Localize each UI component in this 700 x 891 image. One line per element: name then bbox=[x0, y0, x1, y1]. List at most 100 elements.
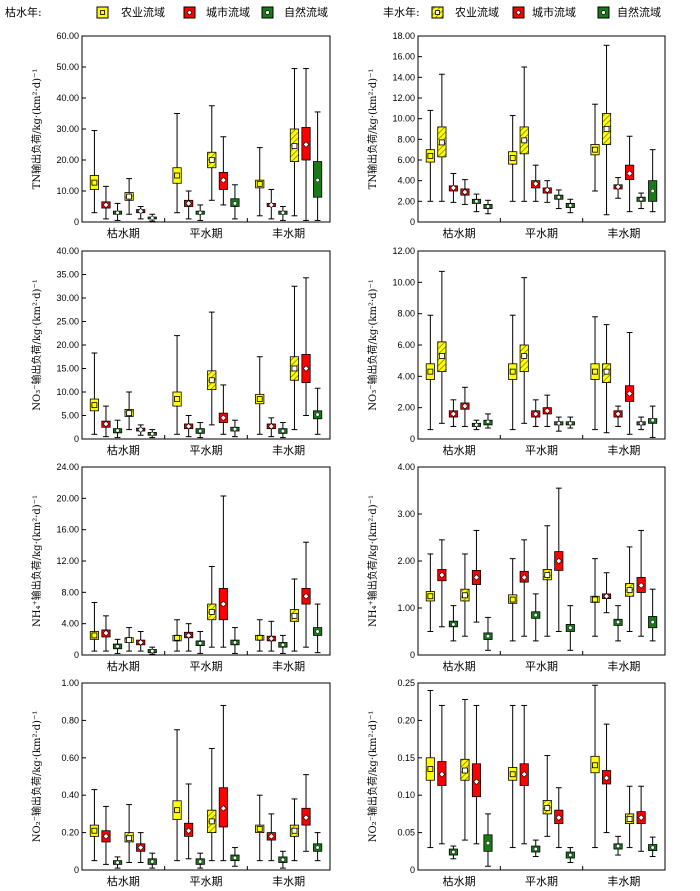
box-平水期-城市流域 bbox=[184, 783, 194, 860]
y-tick-label: 10.00 bbox=[56, 186, 79, 196]
box-丰水期-自然流域 bbox=[278, 206, 288, 221]
box-丰水期-城市流域 bbox=[301, 774, 311, 852]
box-枯水期-城市流域 bbox=[471, 704, 482, 845]
box-平水期-城市流域 bbox=[531, 399, 541, 427]
mean-marker bbox=[150, 859, 155, 864]
y-tick-label: 0 bbox=[410, 865, 415, 875]
mean-marker bbox=[485, 634, 491, 639]
panel-dry-NO2: 0 0.20 0.40 0.60 0.80 1.00 NO₂⁻输出负荷/kg·(km²·d)… bbox=[30, 678, 331, 888]
box-枯水期-农业流域 bbox=[124, 627, 134, 652]
mean-marker bbox=[532, 410, 539, 418]
y-tick-label: 0.10 bbox=[397, 790, 415, 800]
plot-frame bbox=[81, 250, 331, 440]
y-axis-label: NH₄⁺输出负荷/kg·(km²·d)⁻¹ bbox=[30, 495, 43, 627]
y-axis-label: NO₃⁻输出负荷/kg·(km²·d)⁻¹ bbox=[366, 279, 379, 410]
x-tick-label: 枯水期 bbox=[107, 874, 140, 888]
y-tick-label: 24.00 bbox=[56, 462, 79, 472]
y-tick-label: 0 bbox=[410, 434, 415, 444]
box-丰水期-城市流域 bbox=[301, 541, 311, 648]
box-平水期-农业流域 bbox=[519, 66, 529, 202]
box-平水期-自然流域 bbox=[195, 422, 205, 439]
mean-marker bbox=[614, 410, 622, 418]
x-tick-label: 枯水期 bbox=[107, 659, 140, 673]
box-iqr bbox=[425, 591, 435, 602]
y-tick-label: 10.00 bbox=[392, 114, 415, 124]
mean-marker bbox=[208, 818, 215, 825]
box-丰水期-自然流域 bbox=[313, 111, 323, 221]
mean-marker bbox=[280, 642, 285, 647]
y-axis-label: TN输出负荷/kg·(km²·d)⁻¹ bbox=[366, 69, 379, 190]
mean-marker bbox=[256, 825, 263, 832]
box-丰水期-农业流域 bbox=[289, 578, 300, 652]
legend-dry-swatch-agri bbox=[96, 6, 109, 19]
box-枯水期-自然流域 bbox=[147, 429, 157, 439]
y-tick-label: 50.00 bbox=[56, 62, 79, 72]
panel-dry-NH4: 0 4.00 8.00 12.00 16.00 20.00 24.00 NH₄⁺输出负荷/kg… bbox=[30, 462, 331, 673]
box-丰水期-城市流域 bbox=[625, 331, 635, 435]
x-tick-label: 平水期 bbox=[190, 875, 223, 888]
box-枯水期-自然流域 bbox=[483, 199, 493, 215]
mean-marker bbox=[451, 622, 456, 627]
box-平水期-农业流域 bbox=[172, 729, 182, 862]
box-丰水期-城市流域 bbox=[301, 277, 311, 416]
mean-marker bbox=[509, 368, 516, 375]
mean-marker bbox=[474, 199, 479, 204]
x-tick-label: 枯水期 bbox=[443, 226, 476, 240]
plot-frame bbox=[417, 682, 666, 871]
x-tick-label: 丰水期 bbox=[607, 660, 640, 673]
panels: 0 10.00 20.00 30.00 40.00 50.00 60.00 TN输出负荷/kg… bbox=[30, 31, 666, 888]
box-平水期-农业流域 bbox=[508, 314, 518, 431]
mean-marker bbox=[544, 186, 551, 194]
mean-marker bbox=[555, 557, 563, 565]
box-平水期-自然流域 bbox=[230, 184, 240, 220]
y-tick-label: 2.00 bbox=[397, 196, 415, 206]
box-丰水期-自然流域 bbox=[648, 836, 658, 858]
box-iqr bbox=[172, 800, 182, 820]
mean-marker bbox=[137, 426, 144, 433]
y-tick-label: 6.00 bbox=[397, 340, 415, 350]
mean-marker bbox=[302, 814, 310, 821]
mean-marker bbox=[280, 428, 285, 434]
y-tick-label: 30.00 bbox=[56, 293, 79, 303]
y-axis-label: NO₂⁻输出负荷/kg·(km²·d)⁻¹ bbox=[366, 711, 379, 842]
mean-marker bbox=[232, 640, 237, 645]
box-枯水期-城市流域 bbox=[437, 539, 447, 628]
mean-marker bbox=[208, 377, 215, 384]
mean-marker bbox=[315, 412, 320, 417]
box-枯水期-自然流域 bbox=[483, 616, 493, 651]
mean-marker bbox=[451, 849, 456, 855]
box-平水期-自然流域 bbox=[565, 198, 575, 214]
mean-marker bbox=[520, 574, 528, 581]
mean-marker bbox=[461, 188, 469, 196]
box-iqr bbox=[89, 175, 99, 190]
mean-marker bbox=[438, 353, 445, 359]
x-tick-label: 平水期 bbox=[190, 227, 223, 240]
box-丰水期-城市流域 bbox=[301, 68, 311, 221]
mean-marker bbox=[208, 157, 215, 163]
box-枯水期-农业流域 bbox=[89, 352, 99, 435]
box-iqr bbox=[172, 391, 182, 407]
y-tick-label: 12.00 bbox=[56, 556, 79, 566]
y-tick-label: 4.00 bbox=[61, 619, 79, 629]
box-丰水期-农业流域 bbox=[625, 546, 635, 632]
mean-marker bbox=[626, 587, 633, 594]
x-tick-label: 平水期 bbox=[525, 227, 558, 240]
legend-dry-title: 枯水年: bbox=[5, 5, 42, 19]
mean-marker bbox=[102, 629, 110, 637]
box-平水期-自然流域 bbox=[230, 419, 240, 438]
box-平水期-农业流域 bbox=[172, 619, 182, 652]
box-丰水期-城市流域 bbox=[266, 188, 276, 220]
mean-marker bbox=[91, 402, 98, 409]
mean-marker bbox=[438, 771, 446, 778]
mean-marker bbox=[291, 612, 298, 619]
y-tick-label: 4.00 bbox=[397, 462, 415, 472]
box-枯水期-农业流域 bbox=[437, 73, 447, 202]
box-枯水期-自然流域 bbox=[112, 202, 123, 221]
x-tick-label: 丰水期 bbox=[607, 875, 640, 888]
mean-marker bbox=[315, 629, 320, 634]
box-平水期-农业流域 bbox=[207, 311, 217, 426]
mean-marker bbox=[315, 845, 320, 850]
box-枯水期-自然流域 bbox=[448, 845, 458, 860]
y-axis-label: NH₄⁺输出负荷/kg·(km²·d)⁻¹ bbox=[366, 495, 379, 627]
